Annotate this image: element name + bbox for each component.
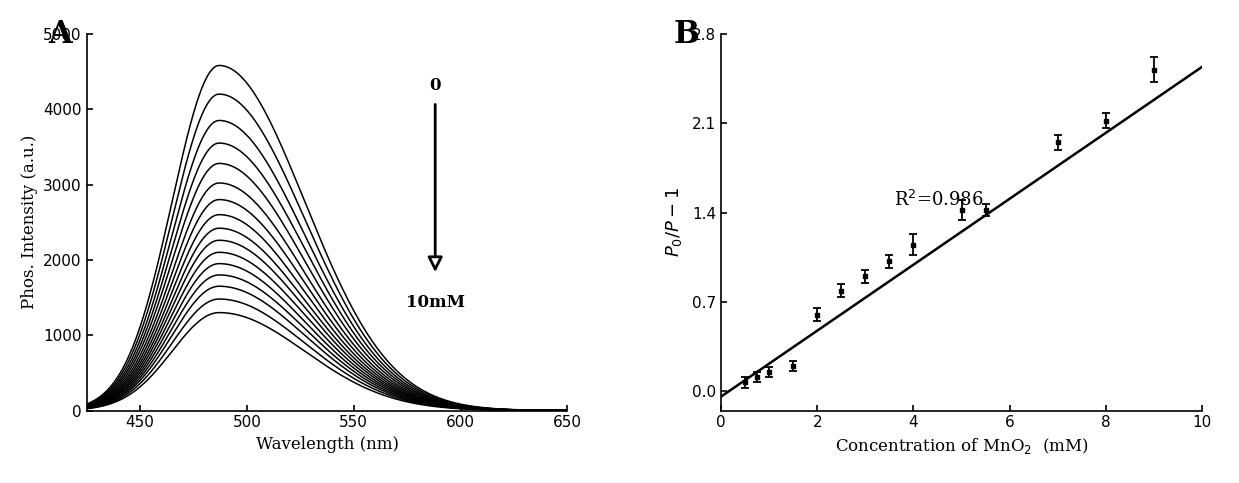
Y-axis label: Phos. Intensity (a.u.): Phos. Intensity (a.u.) <box>21 135 37 310</box>
X-axis label: Wavelength (nm): Wavelength (nm) <box>255 436 399 453</box>
X-axis label: Concentration of MnO$_2$  (mM): Concentration of MnO$_2$ (mM) <box>835 436 1088 456</box>
Text: 10mM: 10mM <box>405 294 465 311</box>
Text: R$^2$=0.986: R$^2$=0.986 <box>895 189 984 210</box>
Text: 0: 0 <box>430 77 441 94</box>
Y-axis label: $P_0/P-1$: $P_0/P-1$ <box>664 187 684 257</box>
Text: A: A <box>48 19 72 50</box>
Text: B: B <box>673 19 699 50</box>
